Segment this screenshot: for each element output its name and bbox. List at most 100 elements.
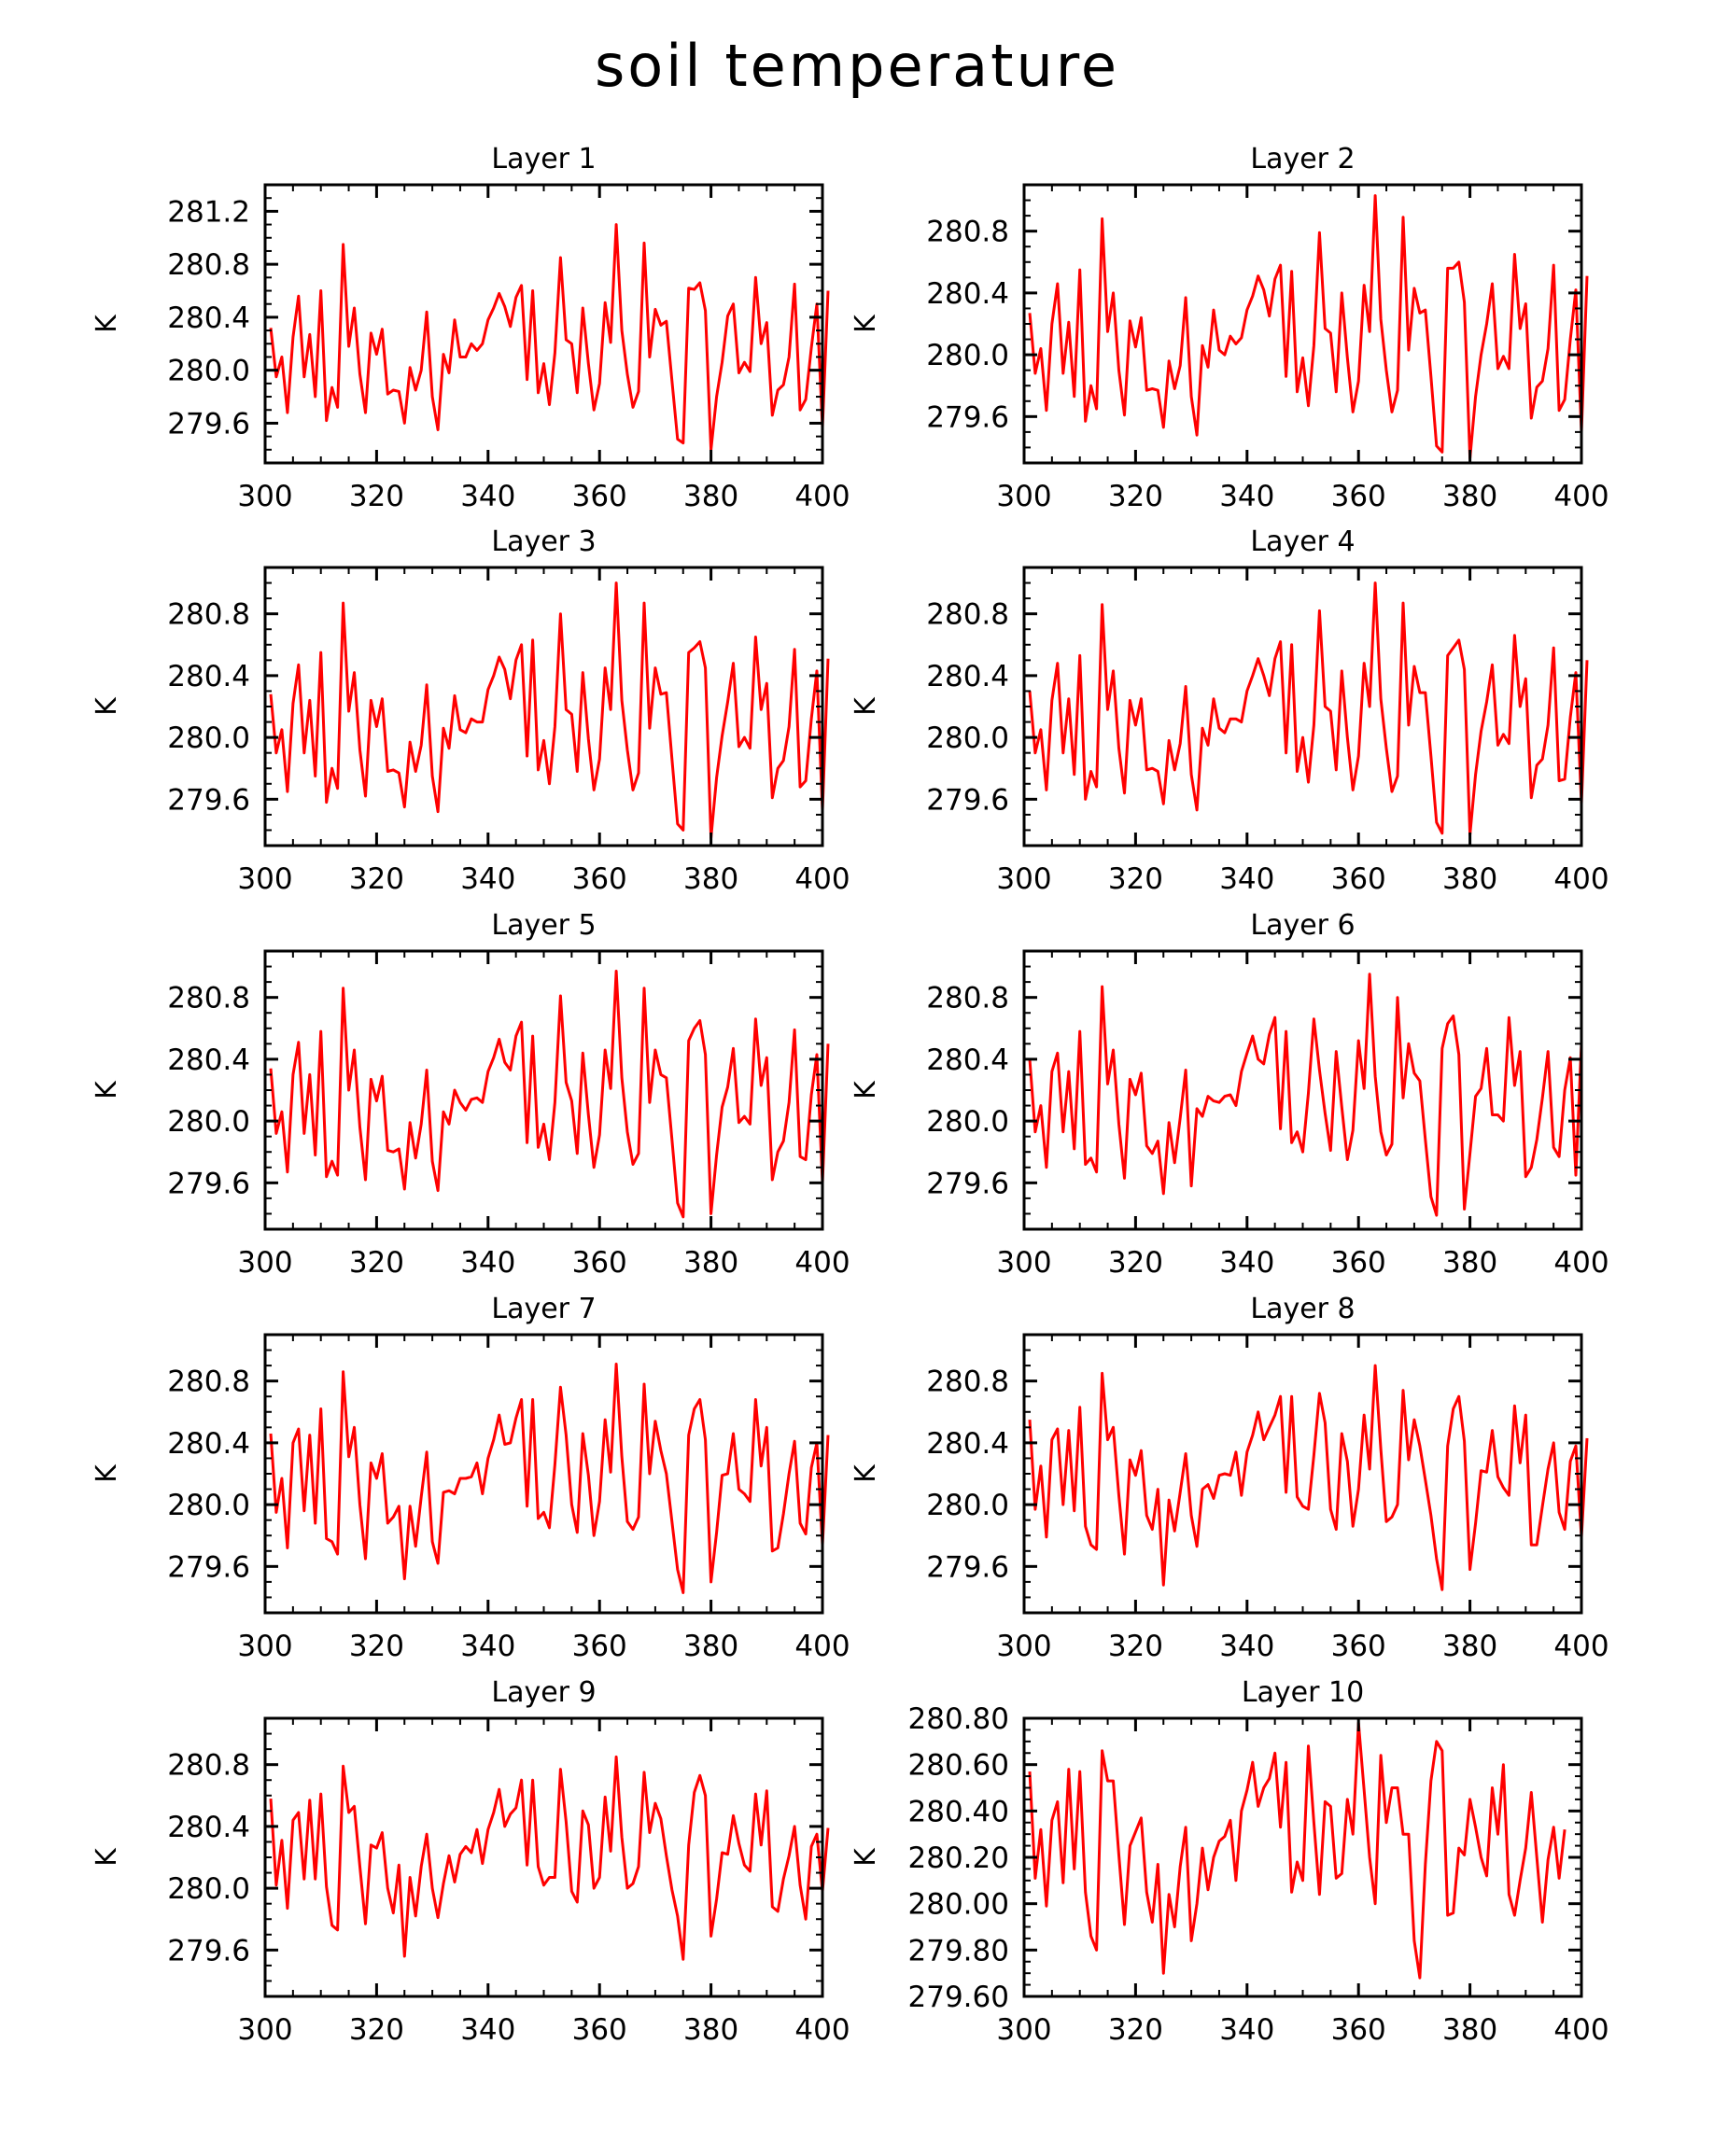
panel-title: Layer 4	[1250, 525, 1355, 558]
series-line	[1028, 194, 1589, 460]
x-tick-label: 340	[1219, 2013, 1274, 2047]
y-tick-label: 280.4	[926, 1043, 1009, 1077]
y-axis-label: K	[850, 1080, 882, 1099]
x-tick-label: 300	[996, 862, 1051, 896]
x-tick-label: 320	[1108, 862, 1163, 896]
y-tick-label: 280.4	[167, 301, 250, 335]
plot-frame	[263, 1716, 824, 1998]
x-tick-label: 300	[237, 1246, 292, 1280]
x-tick-label: 300	[996, 1630, 1051, 1663]
y-tick-label: 280.80	[908, 1702, 1009, 1736]
x-tick-label: 360	[572, 2013, 627, 2047]
y-axis-label: K	[91, 1080, 123, 1099]
y-tick-label: 280.0	[167, 355, 250, 388]
x-tick-label: 360	[572, 1246, 627, 1280]
panel-title: Layer 6	[1250, 909, 1355, 942]
x-tick-label: 320	[349, 1630, 404, 1663]
y-tick-label: 280.0	[926, 1489, 1009, 1522]
x-tick-label: 360	[1331, 2013, 1386, 2047]
x-tick-label: 400	[1553, 1246, 1609, 1280]
panel-layer-4: Layer 4 300 320 340 360 380 400 279.6 280.0 280.4…	[850, 525, 1609, 896]
series-line	[1028, 581, 1589, 836]
y-tick-label: 280.0	[167, 1489, 250, 1522]
x-tick-label: 400	[1553, 862, 1609, 896]
y-tick-label: 280.0	[926, 721, 1009, 755]
panel-layer-5: Layer 5 300 320 340 360 380 400 279.6 280.0 280.4…	[91, 909, 850, 1280]
x-tick-label: 360	[1331, 1630, 1386, 1663]
x-tick-label: 400	[794, 862, 850, 896]
y-tick-label: 279.6	[167, 1167, 250, 1200]
y-tick-label: 280.8	[926, 216, 1009, 249]
y-tick-label: 280.8	[926, 982, 1009, 1015]
y-tick-label: 279.6	[167, 783, 250, 817]
plot-frame	[263, 1333, 824, 1615]
x-tick-label: 380	[1442, 480, 1497, 513]
x-tick-label: 340	[1219, 1246, 1274, 1280]
y-tick-label: 280.4	[926, 1427, 1009, 1461]
x-tick-label: 360	[1331, 862, 1386, 896]
y-tick-label: 280.4	[167, 1043, 250, 1077]
panel-layer-6: Layer 6 300 320 340 360 380 400 279.6 280.0 280.4…	[850, 909, 1609, 1280]
y-tick-label: 280.4	[167, 1811, 250, 1844]
panel-title: Layer 8	[1250, 1293, 1355, 1325]
y-tick-label: 280.0	[926, 1105, 1009, 1139]
y-tick-label: 280.0	[167, 1105, 250, 1139]
figure-title: soil temperature	[595, 32, 1119, 100]
panel-layer-3: Layer 3 300 320 340 360 380 400 279.6 280.0 280.4…	[91, 525, 850, 896]
x-tick-label: 300	[237, 862, 292, 896]
x-tick-label: 400	[794, 1630, 850, 1663]
x-tick-label: 340	[460, 1246, 515, 1280]
series-line	[1028, 1364, 1589, 1591]
series-line	[269, 1755, 830, 1961]
y-tick-label: 280.8	[167, 982, 250, 1015]
y-tick-label: 279.6	[167, 1934, 250, 1967]
y-axis-label: K	[91, 1847, 123, 1867]
y-tick-label: 280.4	[926, 277, 1009, 311]
plot-frame	[1022, 949, 1583, 1231]
y-tick-label: 281.2	[167, 195, 250, 229]
y-tick-label: 280.8	[167, 1749, 250, 1783]
x-tick-label: 340	[1219, 862, 1274, 896]
y-axis-label: K	[850, 1463, 882, 1483]
x-tick-label: 380	[1442, 1630, 1497, 1663]
x-tick-label: 380	[683, 2013, 738, 2047]
y-tick-label: 280.8	[167, 598, 250, 632]
series-line	[1028, 973, 1583, 1217]
x-tick-label: 300	[996, 480, 1051, 513]
y-tick-label: 279.6	[926, 1167, 1009, 1200]
y-tick-label: 279.6	[167, 1550, 250, 1584]
x-tick-label: 400	[794, 480, 850, 513]
x-tick-label: 400	[1553, 480, 1609, 513]
x-tick-label: 300	[237, 2013, 292, 2047]
panel-title: Layer 7	[491, 1293, 596, 1325]
panel-title: Layer 9	[491, 1676, 596, 1709]
y-tick-label: 280.4	[926, 660, 1009, 693]
x-tick-label: 340	[1219, 480, 1274, 513]
x-tick-label: 400	[1553, 1630, 1609, 1663]
panel-title: Layer 1	[491, 143, 596, 175]
panel-title: Layer 3	[491, 525, 596, 558]
y-tick-label: 280.40	[908, 1795, 1009, 1828]
x-tick-label: 340	[460, 2013, 515, 2047]
y-tick-label: 279.80	[908, 1934, 1009, 1967]
x-tick-label: 360	[572, 480, 627, 513]
panels: Layer 1 300 320 340 360 380 400 279.6 280.0 280.4…	[91, 143, 1609, 2047]
x-tick-label: 400	[794, 2013, 850, 2047]
panel-layer-9: Layer 9 300 320 340 360 380 400 279.6 280.0 280.4…	[91, 1676, 850, 2047]
y-axis-label: K	[91, 696, 123, 716]
y-tick-label: 280.0	[926, 339, 1009, 372]
series-line	[269, 970, 830, 1219]
x-tick-label: 320	[1108, 2013, 1163, 2047]
y-tick-label: 279.60	[908, 1981, 1009, 2014]
y-axis-label: K	[91, 1463, 123, 1483]
y-tick-label: 279.6	[926, 783, 1009, 817]
y-axis-label: K	[850, 696, 882, 716]
panel-title: Layer 5	[491, 909, 596, 942]
x-tick-label: 380	[1442, 862, 1497, 896]
x-tick-label: 360	[572, 862, 627, 896]
x-tick-label: 380	[683, 862, 738, 896]
y-tick-label: 280.8	[167, 248, 250, 282]
x-tick-label: 320	[349, 862, 404, 896]
y-tick-label: 280.0	[167, 1872, 250, 1906]
panel-layer-10: Layer 10 300 320 340 360 380 400 279.60 279.80 28…	[850, 1676, 1609, 2047]
